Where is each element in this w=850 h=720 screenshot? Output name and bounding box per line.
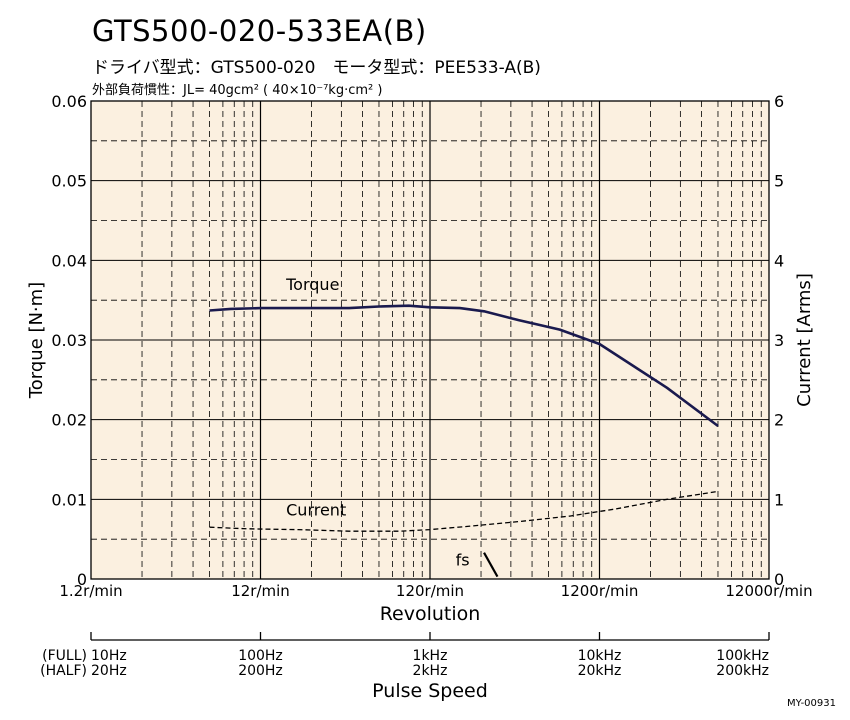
pulse-full-label: 10Hz	[91, 648, 127, 664]
pulse-half-label: 20kHz	[578, 663, 622, 679]
annotation-torque: Torque	[285, 275, 339, 294]
y2-tick-label: 1	[774, 490, 784, 509]
y-tick-label: 0.03	[51, 331, 87, 350]
y2-tick-label: 4	[774, 251, 784, 270]
y2-tick-label: 6	[774, 92, 784, 111]
pulse-half-label: 200Hz	[238, 663, 283, 679]
x-tick-label: 1200r/min	[561, 582, 639, 600]
pulse-full-label: 1kHz	[413, 648, 448, 664]
x-tick-label: 120r/min	[396, 582, 464, 600]
pulse-half-mode-label: (HALF)	[40, 663, 87, 679]
y-axis-title: Torque [N·m]	[26, 282, 47, 399]
y-tick-label: 0.05	[51, 172, 87, 191]
torque-series-line	[209, 304, 719, 428]
y-tick-label: 0.06	[51, 92, 87, 111]
current-series-line	[209, 490, 719, 532]
pulse-half-label: 200kHz	[716, 663, 769, 679]
annotation-fs: fs	[456, 550, 470, 569]
y2-tick-label: 5	[774, 172, 784, 191]
fs-marker-line	[483, 552, 499, 578]
y-tick-label: 0	[77, 570, 87, 589]
pulse-speed-title: Pulse Speed	[372, 680, 488, 702]
x-tick-label: 12r/min	[231, 582, 290, 600]
pulse-full-label: 100kHz	[716, 648, 769, 664]
plot-frame	[90, 100, 770, 580]
pulse-half-label: 2kHz	[413, 663, 448, 679]
y2-tick-label: 3	[774, 331, 784, 350]
pulse-full-label: 10kHz	[578, 648, 622, 664]
pulse-full-label: 100Hz	[238, 648, 283, 664]
pulse-full-mode-label: (FULL)	[42, 648, 87, 664]
pulse-half-label: 20Hz	[91, 663, 127, 679]
annotation-current: Current	[286, 500, 346, 519]
chart-subtitle: ドライバ型式：GTS500-020 モータ型式：PEE533-A(B)	[92, 58, 541, 78]
y-tick-label: 0.02	[51, 411, 87, 430]
document-code: MY-00931	[787, 698, 836, 709]
x-axis-title: Revolution	[380, 603, 481, 625]
load-inertia-note: 外部負荷慣性：JL= 40gcm² ( 40×10⁻⁷kg·cm² )	[92, 83, 383, 98]
x-tick-label: 12000r/min	[725, 582, 812, 600]
y2-axis-title: Current [Arms]	[794, 273, 815, 407]
y2-tick-label: 0	[774, 570, 784, 589]
x-tick-label: 1.2r/min	[59, 582, 122, 600]
y2-tick-label: 2	[774, 411, 784, 430]
y-tick-label: 0.01	[51, 490, 87, 509]
chart-title: GTS500-020-533EA(B)	[92, 14, 427, 48]
y-tick-label: 0.04	[51, 251, 87, 270]
